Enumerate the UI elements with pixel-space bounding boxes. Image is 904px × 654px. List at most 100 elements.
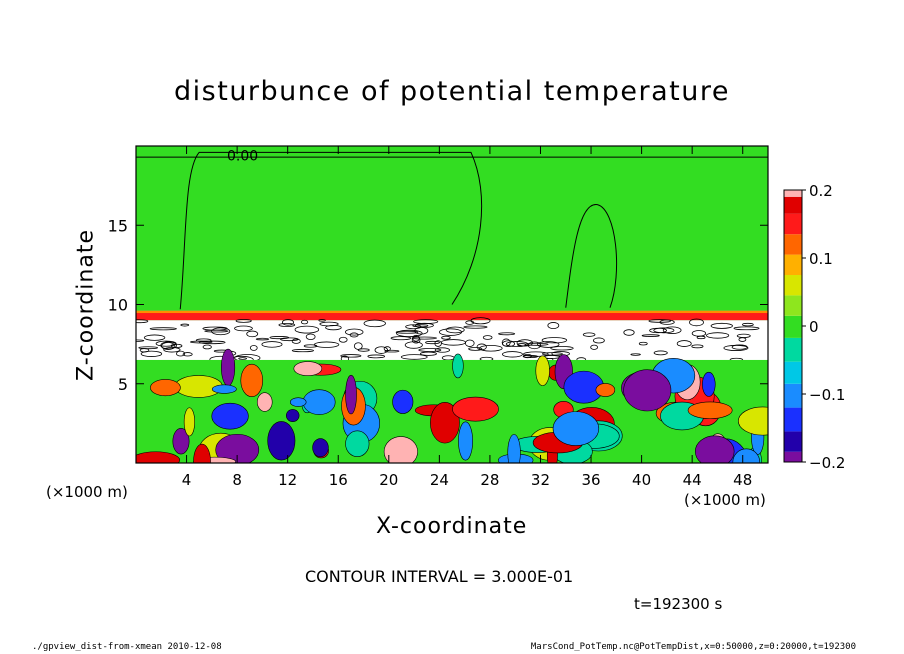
transition-contour — [440, 339, 466, 346]
y-tick-label: 5 — [118, 375, 128, 394]
transition-contour — [501, 338, 511, 347]
transition-contour — [384, 349, 400, 353]
transition-contour — [160, 341, 177, 350]
transition-contour — [659, 319, 675, 325]
transition-contour — [291, 349, 314, 353]
colorbar-segment — [784, 315, 802, 338]
transition-contour — [445, 326, 465, 334]
transition-contour — [367, 354, 386, 359]
x-tick-label: 16 — [329, 471, 348, 489]
convective-cell — [221, 348, 236, 387]
footer-right: MarsCond_PotTemp.nc@PotTempDist,x=0:5000… — [530, 642, 856, 652]
colorbar-segment — [784, 451, 802, 462]
colorbar-label: 0.1 — [809, 250, 833, 268]
colorbar-segment — [784, 337, 802, 362]
transition-contour — [249, 345, 258, 351]
x-tick-label: 12 — [278, 471, 297, 489]
transition-contour — [498, 332, 516, 336]
transition-contour — [176, 350, 186, 357]
convective-cell — [392, 389, 414, 414]
transition-contour — [691, 344, 704, 349]
colorbar: 0.2 0.1 0 −0.1 −0.2 — [783, 182, 845, 472]
convective-cell — [552, 411, 600, 446]
transition-contour — [199, 340, 226, 345]
transition-contour — [404, 341, 423, 349]
transition-contour — [420, 351, 437, 356]
transition-contour — [202, 344, 212, 350]
colorbar-label: −0.2 — [809, 454, 845, 472]
transition-contour — [390, 336, 412, 341]
transition-contour — [345, 328, 364, 336]
convective-cell — [211, 384, 237, 394]
convective-cell — [211, 402, 249, 430]
transition-contour — [710, 322, 733, 329]
colorbar-segment — [784, 431, 802, 452]
transition-contour — [190, 340, 213, 344]
heatmap-field: 0.00 — [136, 146, 768, 463]
transition-contour — [374, 346, 389, 354]
transition-contour — [246, 330, 259, 338]
colorbar-segment — [784, 190, 802, 197]
transition-contour — [281, 319, 294, 326]
transition-contour — [338, 336, 348, 343]
convective-cell — [193, 443, 211, 463]
transition-contour — [313, 341, 340, 348]
convective-cell — [267, 421, 296, 461]
convective-cell — [383, 436, 418, 463]
transition-contour — [691, 330, 707, 337]
convective-cell — [172, 428, 190, 455]
transition-contour — [411, 336, 437, 340]
x-tick-label: 44 — [683, 471, 702, 489]
x-tick-label: 40 — [632, 471, 651, 489]
transition-contour — [139, 348, 150, 353]
transition-contour — [412, 324, 429, 328]
convective-cell — [623, 369, 672, 412]
transition-contour — [180, 323, 190, 327]
convective-cell — [695, 435, 735, 463]
transition-contour — [468, 347, 483, 351]
transition-contour — [501, 351, 523, 358]
transition-contour — [736, 333, 751, 338]
convective-cell — [302, 389, 336, 415]
x-tick-label: 24 — [430, 471, 449, 489]
colorbar-segment — [784, 196, 802, 214]
y-tick-label: 15 — [108, 216, 128, 235]
transition-contour — [662, 326, 682, 334]
transition-contour — [524, 342, 549, 346]
convective-cell — [240, 363, 264, 398]
contour-line — [565, 204, 618, 308]
transition-contour — [305, 333, 316, 340]
convective-cell — [345, 430, 370, 457]
convective-cell — [452, 396, 499, 422]
transition-contour — [300, 319, 309, 325]
transition-contour — [163, 347, 181, 353]
transition-contour — [630, 353, 641, 356]
convective-cell — [215, 433, 260, 463]
convective-cell — [256, 392, 273, 412]
convective-cell — [595, 383, 616, 397]
transition-contour — [412, 334, 420, 342]
upper-contours — [136, 151, 768, 310]
x-tick-label: 32 — [531, 471, 550, 489]
transition-contour — [291, 338, 301, 344]
convective-cell — [150, 379, 181, 397]
transition-contour — [204, 329, 229, 333]
convective-cell — [430, 402, 460, 444]
transition-contour — [325, 324, 342, 331]
convective-cell — [293, 361, 323, 376]
transition-contour — [136, 319, 149, 324]
transition-contour — [235, 319, 252, 323]
transition-contour — [541, 337, 568, 344]
convective-cell — [452, 353, 464, 379]
x-tick-label: 8 — [232, 471, 242, 489]
transition-contour — [340, 354, 362, 358]
convective-cell — [345, 374, 357, 415]
convective-cell — [732, 448, 761, 463]
transition-contour — [411, 336, 421, 344]
x-unit-label-left: (×1000 m) — [46, 483, 128, 501]
x-tick-label: 4 — [182, 471, 192, 489]
transition-contour — [505, 341, 529, 348]
transition-contour — [706, 332, 730, 339]
transition-contour — [741, 322, 754, 327]
colorbar-segment — [784, 275, 802, 296]
